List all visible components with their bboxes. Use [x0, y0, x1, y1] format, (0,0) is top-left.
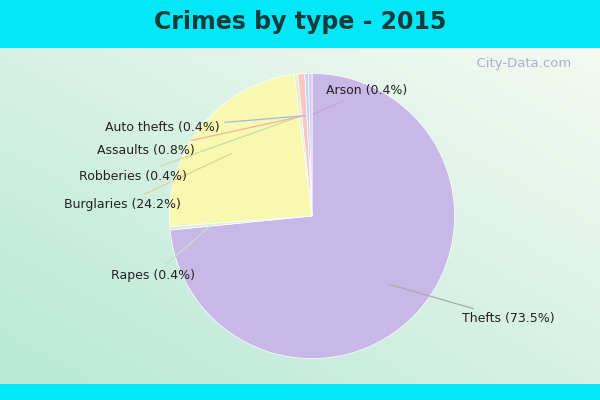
- Wedge shape: [298, 74, 312, 216]
- Wedge shape: [294, 74, 312, 216]
- Text: Robberies (0.4%): Robberies (0.4%): [79, 117, 298, 182]
- Text: Auto thefts (0.4%): Auto thefts (0.4%): [104, 116, 305, 134]
- Wedge shape: [170, 216, 312, 230]
- Wedge shape: [305, 74, 312, 216]
- Wedge shape: [170, 73, 455, 359]
- Text: Crimes by type - 2015: Crimes by type - 2015: [154, 10, 446, 34]
- Text: Arson (0.4%): Arson (0.4%): [313, 84, 407, 114]
- Text: Thefts (73.5%): Thefts (73.5%): [389, 284, 554, 325]
- Text: City-Data.com: City-Data.com: [468, 58, 571, 70]
- Wedge shape: [169, 74, 312, 226]
- Wedge shape: [308, 73, 312, 216]
- Text: Assaults (0.8%): Assaults (0.8%): [97, 116, 302, 157]
- Text: Burglaries (24.2%): Burglaries (24.2%): [64, 154, 232, 211]
- Text: Rapes (0.4%): Rapes (0.4%): [111, 226, 209, 282]
